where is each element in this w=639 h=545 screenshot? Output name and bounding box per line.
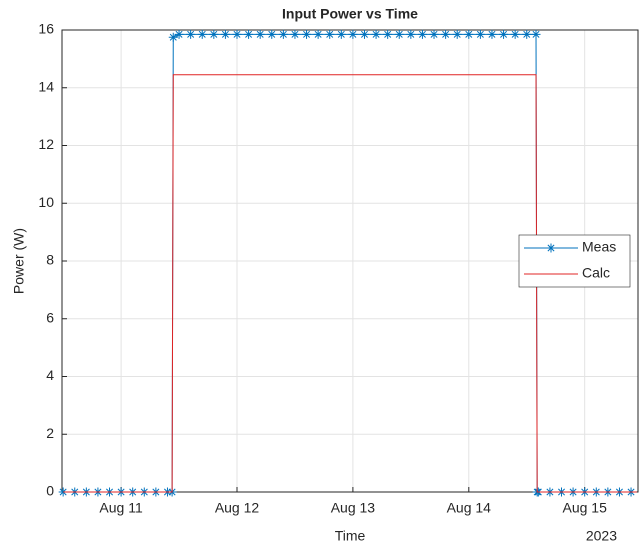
series-marker <box>452 29 462 39</box>
y-tick-label: 16 <box>38 21 54 37</box>
series-marker <box>220 29 230 39</box>
series-marker <box>336 29 346 39</box>
legend: Meas Calc <box>518 234 631 288</box>
series-marker <box>278 29 288 39</box>
y-tick-label: 14 <box>38 78 54 94</box>
chart-title: Input Power vs Time <box>282 6 418 22</box>
legend-label: Meas <box>582 239 616 255</box>
x-tick-label: Aug 15 <box>563 500 608 516</box>
series-marker <box>325 29 335 39</box>
series-marker <box>348 29 358 39</box>
series-marker <box>244 29 254 39</box>
y-tick-label: 2 <box>46 425 54 441</box>
legend-box <box>518 234 631 288</box>
x-year-label: 2023 <box>586 528 617 544</box>
y-tick-label: 0 <box>46 483 54 499</box>
series-marker <box>255 29 265 39</box>
series-marker <box>267 29 277 39</box>
y-axis-label: Power (W) <box>11 228 27 294</box>
series-marker <box>168 32 178 42</box>
y-tick-label: 10 <box>38 194 54 210</box>
series-marker <box>232 29 242 39</box>
x-axis-label: Time <box>335 528 366 544</box>
series-marker <box>464 29 474 39</box>
series-marker <box>394 29 404 39</box>
y-tick-label: 8 <box>46 252 54 268</box>
series-line <box>63 74 637 493</box>
series-marker <box>417 29 427 39</box>
y-tick-label: 4 <box>46 367 54 383</box>
x-tick-label: Aug 11 <box>99 500 143 516</box>
series-marker <box>441 29 451 39</box>
x-tick-label: Aug 12 <box>215 500 260 516</box>
series-marker <box>429 29 439 39</box>
series-marker <box>406 29 416 39</box>
series-marker <box>197 29 207 39</box>
series-marker <box>209 29 219 39</box>
series-marker <box>531 29 541 39</box>
series-marker <box>475 29 485 39</box>
axes-box <box>61 29 639 493</box>
y-tick-label: 12 <box>38 136 54 152</box>
series-marker <box>174 29 184 39</box>
series-marker <box>359 29 369 39</box>
series-marker <box>487 29 497 39</box>
series-marker <box>522 29 532 39</box>
x-tick-label: Aug 14 <box>447 500 492 516</box>
x-tick-label: Aug 13 <box>331 500 376 516</box>
series-marker <box>510 29 520 39</box>
series-marker <box>371 29 381 39</box>
series-marker <box>313 29 323 39</box>
legend-marker <box>546 243 556 253</box>
series-marker <box>499 29 509 39</box>
series-marker <box>290 29 300 39</box>
y-tick-label: 6 <box>46 309 54 325</box>
series-marker <box>383 29 393 39</box>
series-marker <box>302 29 312 39</box>
series-marker <box>186 29 196 39</box>
legend-label: Calc <box>582 265 610 281</box>
